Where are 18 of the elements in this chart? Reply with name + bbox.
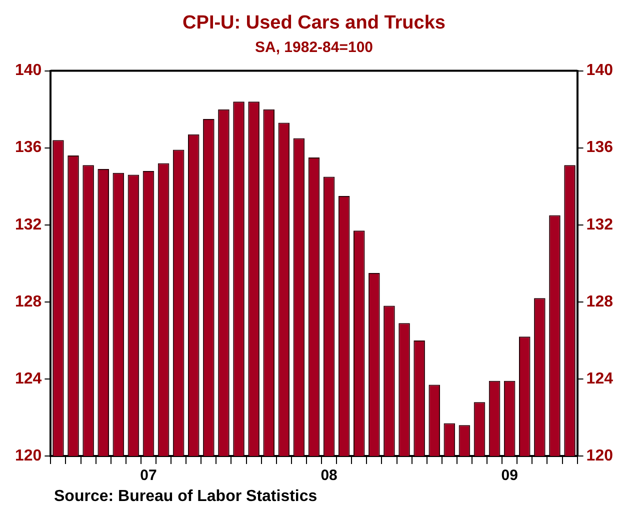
y2-tick-label: 120 [586,447,614,464]
x-tick-label: 09 [501,467,518,484]
y-tick-label: 136 [14,139,42,156]
y-tick-label: 124 [14,370,42,388]
y-tick-label: 128 [14,293,42,310]
x-tick-label: 07 [140,467,157,484]
chart-subtitle: SA, 1982-84=100 [254,38,374,56]
source-note: Source: Bureau of Labor Statistics [54,488,318,506]
x-tick-label: 08 [320,467,338,484]
y-tick-label: 132 [14,216,42,234]
y2-tick-label: 140 [586,62,614,80]
y2-tick-label: 124 [586,370,614,388]
y2-tick-label: 128 [586,293,614,310]
y-tick-label: 140 [14,62,42,80]
y2-tick-label: 136 [586,139,614,156]
y-tick-label: 120 [14,447,42,464]
chart-title: CPI-U: Used Cars and Trucks [182,12,446,34]
y2-tick-label: 132 [586,216,614,234]
